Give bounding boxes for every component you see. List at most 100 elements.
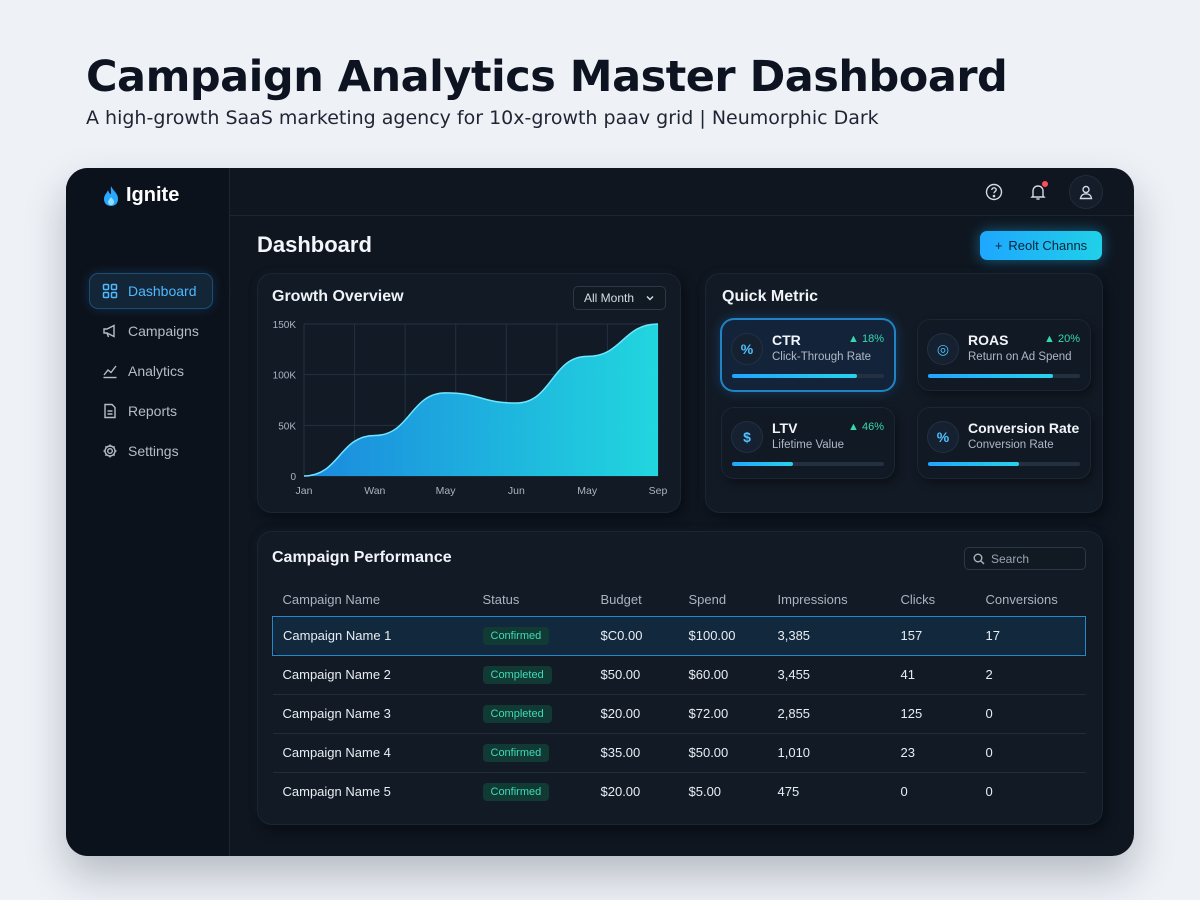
metric-conversion-rate[interactable]: % Conversion Rate Conversion Rate [918,408,1090,478]
cell-impressions: 475 [767,771,891,811]
cell-clicks: 0 [890,771,976,811]
metric-subtitle: Conversion Rate [968,439,1054,451]
cell-spend: $72.00 [678,693,768,733]
cell-impressions: 3,385 [767,615,891,656]
bell-icon [1030,185,1046,200]
target-icon: ◎ [928,334,958,364]
cell-conversions: 0 [975,771,1086,811]
megaphone-icon [103,324,115,338]
cell-status: Confirmed [472,771,591,811]
column-header-conversions[interactable]: Conversions [985,592,1058,608]
help-icon [985,183,1003,201]
table-row[interactable]: Campaign Name 3 Completed $20.00 $72.00 … [272,693,1086,733]
sidebar-item-label: Dashboard [128,283,197,299]
period-value: All Month [584,291,635,305]
cell-conversions: 2 [975,654,1086,694]
cell-status: Confirmed [472,732,591,772]
campaign-table: Campaign Name Status Budget Spend Impres… [272,584,1086,811]
column-header-impressions[interactable]: Impressions [777,592,848,608]
metric-ctr[interactable]: % CTR Click-Through Rate ▲ 18% [722,320,894,390]
x-tick-label: May [436,485,457,497]
cell-impressions: 3,455 [767,654,891,694]
metric-name: Conversion Rate [968,420,1080,436]
cell-status: Completed [472,693,591,733]
page-title: Campaign Analytics Master Dashboard [86,52,1008,102]
growth-line [303,323,659,477]
sidebar-item-label: Analytics [128,363,185,379]
sidebar-item-label: Reports [128,403,178,419]
dollar-icon: $ [732,422,762,452]
plus-icon: + [994,238,1003,253]
x-tick-label: Jun [508,485,525,497]
sidebar-item-label: Settings [128,443,179,459]
metric-progress-bar [732,462,884,466]
column-header-campaign-name[interactable]: Campaign Name [282,592,381,608]
search-input[interactable]: Search [991,551,1030,566]
cell-budget: $35.00 [590,732,679,772]
metric-progress-fill [732,374,857,378]
cell-clicks: 157 [890,615,976,656]
metric-name: ROAS [968,332,1009,348]
growth-title: Growth Overview [272,288,404,305]
cell-budget: $20.00 [590,693,679,733]
cell-conversions: 17 [975,615,1086,656]
cell-budget: $C0.00 [590,615,679,656]
quick-metric-title: Quick Metric [722,288,819,305]
page-subtitle: A high-growth SaaS marketing agency for … [86,107,879,129]
help-button[interactable] [978,176,1010,208]
new-channel-button[interactable]: + Reolt Channs [980,231,1102,260]
sidebar-item-dashboard[interactable]: Dashboard [90,274,212,308]
metric-subtitle: Return on Ad Spend [968,351,1072,363]
cell-campaign-name: Campaign Name 2 [272,654,473,694]
y-tick-label: 150K [273,320,297,331]
status-badge: Confirmed [482,782,550,801]
notification-dot [1042,181,1048,187]
status-badge: Completed [482,665,552,684]
brand-logo[interactable]: Ignite [102,184,179,207]
table-row[interactable]: Campaign Name 5 Confirmed $20.00 $5.00 4… [272,771,1086,811]
metric-progress-bar [732,374,884,378]
sidebar-item-campaigns[interactable]: Campaigns [90,314,212,348]
column-header-status[interactable]: Status [482,592,520,608]
column-header-budget[interactable]: Budget [600,592,642,608]
x-tick-label: Jan [296,485,313,497]
cell-clicks: 23 [890,732,976,772]
metric-name: CTR [772,332,801,348]
cell-spend: $5.00 [678,771,768,811]
table-header-row: Campaign Name Status Budget Spend Impres… [273,584,1086,616]
avatar[interactable] [1070,176,1102,208]
sidebar-nav: Dashboard Campaigns Analytics Reports [90,274,212,474]
table-row[interactable]: Campaign Name 4 Confirmed $35.00 $50.00 … [272,732,1086,772]
metric-progress-bar [928,374,1080,378]
table-row[interactable]: Campaign Name 1 Confirmed $C0.00 $100.00… [272,615,1086,656]
cell-spend: $50.00 [678,732,768,772]
metric-delta: ▲ 20% [1044,333,1080,345]
top-bar [230,168,1134,216]
column-header-spend[interactable]: Spend [688,592,727,608]
sidebar-item-label: Campaigns [128,323,199,339]
x-tick-label: Wan [364,485,385,497]
metric-progress-fill [732,462,793,466]
cell-impressions: 1,010 [767,732,891,772]
user-icon [1079,185,1093,200]
notifications-button[interactable] [1022,176,1054,208]
sidebar-item-analytics[interactable]: Analytics [90,354,212,388]
status-badge: Confirmed [482,743,550,762]
grid-icon [102,283,118,299]
metric-ltv[interactable]: $ LTV Lifetime Value ▲ 46% [722,408,894,478]
column-header-clicks[interactable]: Clicks [900,592,936,608]
cell-spend: $100.00 [678,615,768,656]
table-row[interactable]: Campaign Name 2 Completed $50.00 $60.00 … [272,654,1086,694]
trend-line-icon [103,365,117,379]
cta-label: Reolt Channs [1008,238,1088,253]
sidebar-item-reports[interactable]: Reports [90,394,212,428]
search-box[interactable]: Search [964,547,1086,570]
period-select[interactable]: All Month [573,286,666,310]
y-tick-label: 100K [273,371,297,382]
dashboard-title: Dashboard [257,232,372,257]
sidebar-item-settings[interactable]: Settings [90,434,212,468]
cell-campaign-name: Campaign Name 3 [272,693,473,733]
metric-progress-fill [928,462,1020,466]
metric-roas[interactable]: ◎ ROAS Return on Ad Spend ▲ 20% [918,320,1090,390]
x-tick-label: May [577,485,598,497]
